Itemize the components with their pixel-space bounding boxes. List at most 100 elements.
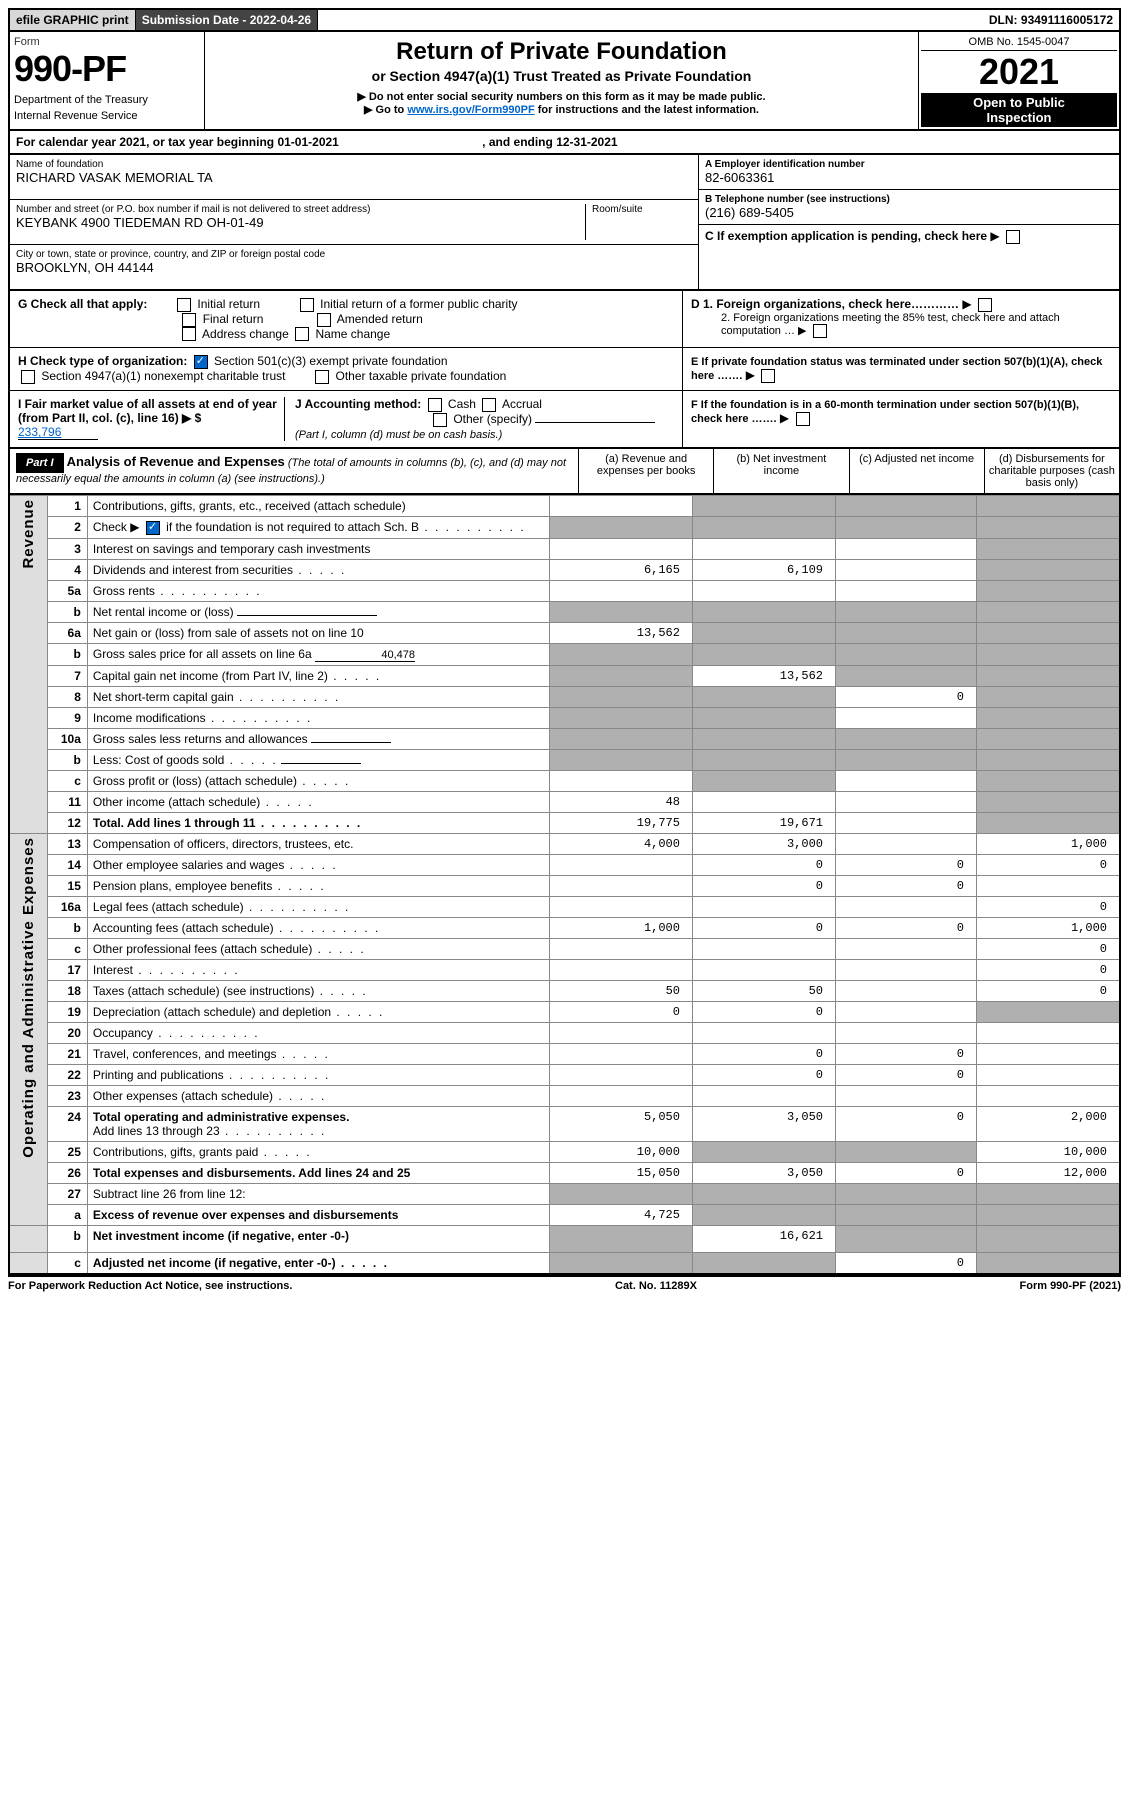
r15-label: Pension plans, employee benefits	[87, 875, 549, 896]
table-row: 2 Check ▶ if the foundation is not requi…	[9, 516, 1120, 538]
entity-left: Name of foundation RICHARD VASAK MEMORIA…	[10, 155, 699, 289]
checkbox-addr-change[interactable]	[182, 327, 196, 341]
checkbox-accrual[interactable]	[482, 398, 496, 412]
c-cell: C If exemption application is pending, c…	[699, 225, 1119, 248]
table-row: 21Travel, conferences, and meetings00	[9, 1043, 1120, 1064]
room-label: Room/suite	[592, 204, 692, 215]
table-row: 20Occupancy	[9, 1022, 1120, 1043]
j-label: J Accounting method:	[295, 397, 421, 411]
h-opt3: Other taxable private foundation	[336, 369, 507, 383]
instr-link[interactable]: www.irs.gov/Form990PF	[407, 104, 534, 116]
subdate-value: 2022-04-26	[250, 13, 311, 27]
table-row: 10aGross sales less returns and allowanc…	[9, 728, 1120, 749]
checkbox-other-acct[interactable]	[433, 413, 447, 427]
footer-left: For Paperwork Reduction Act Notice, see …	[8, 1280, 292, 1292]
r14-label: Other employee salaries and wages	[87, 854, 549, 875]
table-row: 9Income modifications	[9, 707, 1120, 728]
efile-label[interactable]: efile GRAPHIC print	[10, 10, 136, 30]
r27-label: Subtract line 26 from line 12:	[87, 1183, 549, 1204]
checkbox-initial-former[interactable]	[300, 298, 314, 312]
r22-label: Printing and publications	[87, 1064, 549, 1085]
open-line2: Inspection	[923, 110, 1115, 125]
checkbox-cash[interactable]	[428, 398, 442, 412]
r10a-label: Gross sales less returns and allowances	[87, 728, 549, 749]
checkbox-501c3[interactable]	[194, 355, 208, 369]
r17-label: Interest	[87, 959, 549, 980]
table-row: bLess: Cost of goods sold	[9, 749, 1120, 770]
r18-label: Taxes (attach schedule) (see instruction…	[87, 980, 549, 1001]
r10b-label: Less: Cost of goods sold	[87, 749, 549, 770]
checkbox-f[interactable]	[796, 412, 810, 426]
table-row: 12Total. Add lines 1 through 1119,77519,…	[9, 812, 1120, 833]
checkbox-amended[interactable]	[317, 313, 331, 327]
r23-label: Other expenses (attach schedule)	[87, 1085, 549, 1106]
e-label: E If private foundation status was termi…	[691, 356, 1102, 382]
entity-right: A Employer identification number 82-6063…	[699, 155, 1119, 289]
checkbox-d2[interactable]	[813, 324, 827, 338]
r12-a: 19,775	[549, 812, 692, 833]
checkbox-initial[interactable]	[177, 298, 191, 312]
header-right: OMB No. 1545-0047 2021 Open to Public In…	[919, 32, 1119, 129]
checkbox-other-taxable[interactable]	[315, 370, 329, 384]
table-row: 26Total expenses and disbursements. Add …	[9, 1162, 1120, 1183]
address-row: Number and street (or P.O. box number if…	[10, 200, 699, 245]
fmv-value[interactable]: 233,796	[18, 425, 98, 440]
c-label: C If exemption application is pending, c…	[705, 229, 987, 243]
footer-right: Form 990-PF (2021)	[1020, 1280, 1122, 1292]
cal-mid: , and ending	[479, 135, 556, 149]
table-row: bAccounting fees (attach schedule)1,0000…	[9, 917, 1120, 938]
tel-value: (216) 689-5405	[705, 205, 1113, 220]
checkbox-e[interactable]	[761, 369, 775, 383]
r13-label: Compensation of officers, directors, tru…	[87, 833, 549, 854]
footer-mid: Cat. No. 11289X	[615, 1280, 697, 1292]
foundation-address: KEYBANK 4900 TIEDEMAN RD OH-01-49	[16, 215, 585, 230]
checkbox-4947[interactable]	[21, 370, 35, 384]
form-word: Form	[14, 36, 200, 48]
foundation-name-cell: Name of foundation RICHARD VASAK MEMORIA…	[10, 155, 699, 200]
g-amended: Amended return	[337, 312, 423, 326]
open-line1: Open to Public	[923, 95, 1115, 110]
checkbox-name-change[interactable]	[295, 327, 309, 341]
g-initial-former: Initial return of a former public charit…	[320, 297, 517, 311]
r5b-label: Net rental income or (loss)	[87, 601, 549, 622]
r8-c: 0	[835, 686, 976, 707]
checkbox-d1[interactable]	[978, 298, 992, 312]
tel-cell: B Telephone number (see instructions) (2…	[699, 190, 1119, 225]
r2-label: Check ▶ if the foundation is not require…	[87, 516, 549, 538]
r19-label: Depreciation (attach schedule) and deple…	[87, 1001, 549, 1022]
dln: DLN: 93491116005172	[983, 10, 1119, 30]
city-cell: City or town, state or province, country…	[10, 245, 699, 289]
table-row: 27Subtract line 26 from line 12:	[9, 1183, 1120, 1204]
dln-label: DLN:	[989, 13, 1021, 27]
checkbox-final[interactable]	[182, 313, 196, 327]
r16a-label: Legal fees (attach schedule)	[87, 896, 549, 917]
calendar-year-row: For calendar year 2021, or tax year begi…	[8, 131, 1121, 155]
header-center: Return of Private Foundation or Section …	[205, 32, 919, 129]
col-a-head: (a) Revenue and expenses per books	[578, 449, 713, 493]
table-row: 19Depreciation (attach schedule) and dep…	[9, 1001, 1120, 1022]
j-note: (Part I, column (d) must be on cash basi…	[295, 429, 502, 441]
r3-label: Interest on savings and temporary cash i…	[87, 538, 549, 559]
r12-label: Total. Add lines 1 through 11	[87, 812, 549, 833]
form-title: Return of Private Foundation	[211, 38, 912, 66]
table-row: 6aNet gain or (loss) from sale of assets…	[9, 622, 1120, 643]
checkbox-schb[interactable]	[146, 521, 160, 535]
r16c-label: Other professional fees (attach schedule…	[87, 938, 549, 959]
table-row: 18Taxes (attach schedule) (see instructi…	[9, 980, 1120, 1001]
table-row: bNet investment income (if negative, ent…	[9, 1225, 1120, 1252]
r6a-a: 13,562	[549, 622, 692, 643]
omb-number: OMB No. 1545-0047	[921, 34, 1117, 51]
r27c-label: Adjusted net income (if negative, enter …	[87, 1252, 549, 1274]
table-row: bNet rental income or (loss)	[9, 601, 1120, 622]
r25-label: Contributions, gifts, grants paid	[87, 1141, 549, 1162]
f-block: F If the foundation is in a 60-month ter…	[683, 391, 1119, 447]
e-block: E If private foundation status was termi…	[683, 348, 1119, 390]
h-opt2: Section 4947(a)(1) nonexempt charitable …	[41, 369, 285, 383]
city-label: City or town, state or province, country…	[16, 249, 692, 260]
ein-value: 82-6063361	[705, 170, 1113, 185]
r12-b: 19,671	[692, 812, 835, 833]
entity-block: Name of foundation RICHARD VASAK MEMORIA…	[8, 155, 1121, 291]
table-row: 11Other income (attach schedule)48	[9, 791, 1120, 812]
col-d-head: (d) Disbursements for charitable purpose…	[984, 449, 1119, 493]
checkbox-c[interactable]	[1006, 230, 1020, 244]
